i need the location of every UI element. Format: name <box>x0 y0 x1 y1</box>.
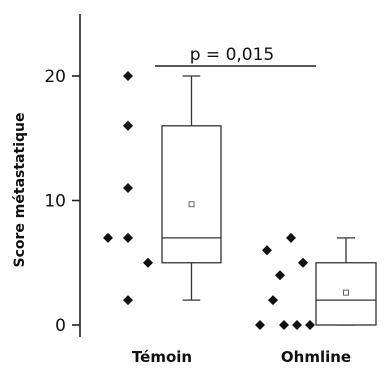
ohmline-data-point <box>286 232 296 243</box>
box-ohmline <box>315 237 377 326</box>
mean-marker <box>188 201 195 208</box>
p-value-label: p = 0,015 <box>190 45 275 65</box>
x-category-labels: Témoin Ohmline <box>132 348 351 366</box>
temoin-data-point <box>123 183 133 194</box>
temoin-data-point <box>123 120 133 131</box>
ohmline-data-point <box>279 320 289 330</box>
temoin-data-point <box>143 257 153 268</box>
ohmline-data-point <box>298 257 308 268</box>
ohmline-data-point <box>262 245 272 256</box>
y-tick-label: 10 <box>44 192 66 212</box>
data-points <box>103 71 315 330</box>
temoin-data-point <box>123 295 133 306</box>
iqr-box <box>161 125 222 264</box>
box-temoin <box>161 75 222 301</box>
ohmline-data-point <box>268 295 278 306</box>
ohmline-data-point <box>292 320 302 330</box>
y-axis-title: Score métastatique <box>12 113 28 268</box>
temoin-data-point <box>123 71 133 81</box>
category-label-ohmline: Ohmline <box>281 348 351 366</box>
category-label-temoin: Témoin <box>132 348 192 366</box>
y-tick-label: 20 <box>44 67 66 87</box>
temoin-data-point <box>103 232 113 243</box>
ohmline-data-point <box>305 320 315 330</box>
ohmline-data-point <box>255 320 265 330</box>
ohmline-data-point <box>275 270 285 281</box>
temoin-data-point <box>123 232 133 243</box>
y-tick-label: 0 <box>55 316 66 336</box>
box-plots <box>161 75 377 326</box>
y-ticks: 0 10 20 <box>44 67 80 336</box>
mean-marker <box>343 289 349 296</box>
significance-bracket: p = 0,015 <box>155 45 316 67</box>
